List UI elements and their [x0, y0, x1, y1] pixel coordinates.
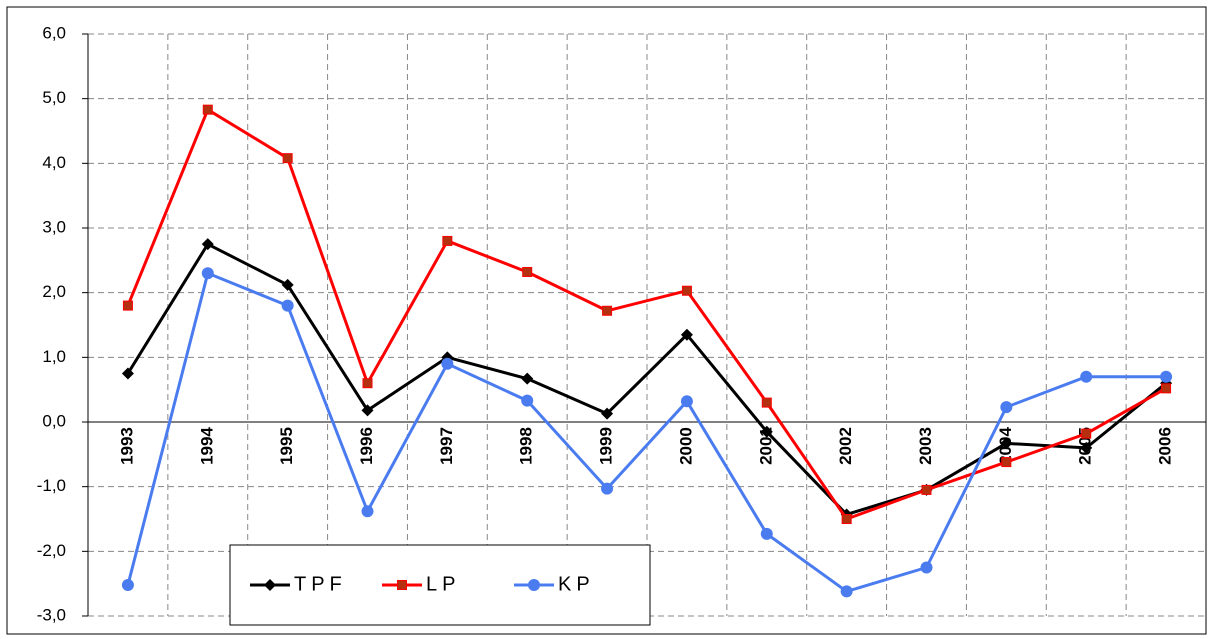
- data-point: [441, 357, 454, 370]
- data-point: [1001, 457, 1012, 468]
- data-point: [1000, 437, 1013, 450]
- data-point: [361, 404, 374, 417]
- legend: TPF LP KP: [229, 544, 651, 626]
- data-point: [1080, 441, 1093, 454]
- data-point: [121, 367, 134, 380]
- legend-label: LP: [426, 573, 460, 595]
- y-tick-label: 2,0: [42, 282, 66, 301]
- data-point: [1081, 428, 1092, 439]
- chart-frame: [6, 6, 1207, 635]
- x-tick-label: 1994: [197, 427, 216, 465]
- data-point: [122, 300, 133, 311]
- y-tick-label: -3,0: [37, 605, 66, 624]
- data-point: [760, 527, 773, 540]
- data-point: [602, 305, 613, 316]
- data-point: [521, 372, 534, 385]
- data-point: [920, 561, 933, 574]
- data-point: [522, 266, 533, 277]
- x-tick-label: 1999: [597, 427, 616, 465]
- data-point: [201, 238, 214, 251]
- legend-label: TPF: [294, 573, 347, 595]
- data-point: [841, 514, 852, 524]
- data-point: [760, 425, 773, 438]
- data-point: [681, 285, 692, 296]
- data-point: [201, 267, 214, 280]
- y-tick-label: 0,0: [42, 411, 66, 430]
- data-point: [121, 578, 134, 591]
- data-point: [1000, 401, 1013, 414]
- x-tick-label: 1995: [277, 427, 296, 465]
- legend-box: [229, 544, 651, 626]
- data-point: [361, 505, 374, 518]
- data-point: [282, 153, 293, 164]
- x-tick-label: 1993: [117, 427, 136, 465]
- x-tick-label: 2000: [676, 427, 695, 465]
- data-point: [921, 484, 932, 495]
- data-point: [442, 235, 453, 246]
- series-line: [126, 242, 1168, 516]
- data-point: [1161, 383, 1172, 394]
- series-line: [126, 271, 1167, 593]
- legend-marker: [264, 579, 276, 591]
- legend-marker: [397, 580, 407, 590]
- legend-marker: [528, 579, 540, 591]
- data-point: [281, 299, 294, 312]
- data-point: [601, 407, 614, 420]
- x-tick-label: 2006: [1156, 427, 1175, 465]
- x-tick-label: 1996: [357, 427, 376, 465]
- data-point: [1080, 370, 1093, 383]
- data-point: [202, 104, 213, 115]
- data-point: [601, 482, 614, 495]
- data-point: [1160, 370, 1173, 383]
- data-point: [521, 394, 534, 407]
- data-point: [680, 395, 693, 408]
- y-tick-label: 3,0: [42, 217, 66, 236]
- data-point: [840, 585, 853, 598]
- y-tick-label: 1,0: [42, 347, 66, 366]
- y-tick-label: 4,0: [42, 153, 66, 172]
- data-point: [281, 278, 294, 291]
- y-tick-label: 6,0: [42, 23, 66, 42]
- x-tick-label: 2002: [836, 427, 855, 465]
- y-tick-label: -1,0: [37, 476, 66, 495]
- series-line: [126, 108, 1167, 521]
- data-point: [362, 378, 373, 389]
- x-tick-label: 2003: [916, 427, 935, 465]
- y-tick-label: 5,0: [42, 88, 66, 107]
- legend-label: KP: [558, 573, 595, 595]
- x-tick-label: 1997: [437, 427, 456, 465]
- data-point: [680, 328, 693, 341]
- x-tick-label: 1998: [517, 427, 536, 465]
- y-tick-label: -2,0: [37, 541, 66, 560]
- data-point: [761, 397, 772, 408]
